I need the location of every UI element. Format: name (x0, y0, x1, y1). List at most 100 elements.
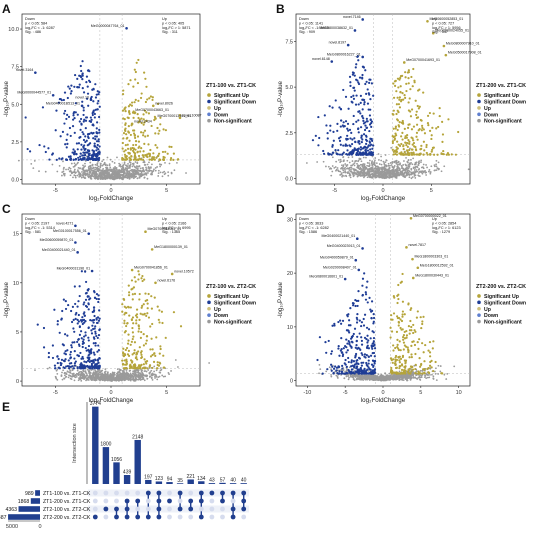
point-nonsig (327, 165, 330, 168)
point-sig-down (92, 309, 96, 312)
point-sig-up (137, 121, 140, 124)
point-sig-down (81, 74, 84, 77)
point-sig-down (72, 118, 75, 121)
point-sig-down (78, 333, 81, 336)
point-sig-up (450, 153, 453, 156)
point-sig-down (90, 364, 94, 367)
point-nonsig (55, 369, 58, 372)
point-nonsig (108, 163, 111, 166)
point-sig-down (351, 71, 355, 74)
point-sig-up (131, 293, 134, 296)
point-sig-down (63, 333, 67, 336)
point-nonsig (74, 176, 77, 179)
point-sig-up (454, 153, 458, 156)
point-nonsig (436, 167, 439, 170)
point-nonsig (318, 372, 320, 375)
point-sig-up (142, 333, 145, 336)
gene-label: MeG0500017908_01 (448, 51, 482, 55)
legend-swatch (477, 112, 481, 117)
point-sig-up (143, 109, 146, 112)
point-sig-down (73, 341, 76, 344)
point-nonsig (415, 161, 418, 164)
point-sig-down (358, 76, 362, 79)
point-nonsig (343, 175, 345, 177)
legend-swatch (207, 106, 211, 110)
point-sig-up (147, 316, 151, 319)
point-nonsig (417, 161, 420, 164)
point-nonsig (382, 160, 385, 163)
up-stat: p < 0.05: 405 (162, 21, 184, 25)
point-nonsig (351, 160, 354, 162)
point-sig-down (74, 111, 77, 114)
point-nonsig (167, 174, 170, 177)
point-sig-up (154, 354, 157, 357)
point-nonsig (129, 374, 132, 377)
point-sig-up (146, 98, 149, 101)
point-sig-down (51, 344, 54, 347)
point-sig-up (133, 292, 137, 295)
plot-frame (295, 213, 471, 387)
point-nonsig (377, 153, 380, 155)
point-sig-up (393, 137, 397, 140)
point-nonsig (340, 167, 342, 170)
point-nonsig (383, 162, 386, 165)
point-nonsig (435, 159, 438, 162)
point-sig-up (146, 153, 149, 156)
point-nonsig (365, 167, 368, 170)
point-sig-down (93, 365, 96, 368)
legend-item: Significant Up (484, 93, 519, 99)
point-nonsig (122, 175, 125, 178)
gene-point (130, 268, 134, 272)
up-stat: log₂FC > 1: 5871 (162, 26, 191, 30)
point-sig-up (134, 139, 138, 143)
point-sig-up (423, 149, 426, 152)
point-nonsig (139, 372, 142, 375)
point-sig-up (129, 79, 132, 82)
point-sig-down (323, 114, 326, 117)
point-sig-down (67, 155, 71, 158)
point-sig-down (93, 353, 96, 356)
point-sig-down (86, 97, 89, 100)
gene-point (150, 248, 154, 251)
point-sig-up (396, 118, 399, 121)
point-nonsig (374, 159, 376, 162)
point-sig-up (416, 89, 420, 92)
point-sig-up (416, 116, 420, 119)
point-sig-up (172, 152, 175, 155)
point-sig-down (94, 332, 97, 335)
point-nonsig (467, 168, 470, 171)
point-nonsig (156, 166, 159, 168)
point-sig-down (80, 320, 83, 323)
point-nonsig (359, 172, 361, 175)
point-nonsig (404, 176, 406, 179)
point-nonsig (139, 167, 142, 170)
point-sig-down (357, 147, 360, 150)
point-nonsig (162, 171, 164, 174)
point-nonsig (104, 368, 107, 371)
point-sig-down (355, 94, 358, 97)
point-nonsig (136, 161, 139, 164)
point-nonsig (95, 172, 98, 175)
point-nonsig (106, 372, 109, 375)
point-sig-down (353, 89, 356, 92)
point-nonsig (390, 164, 393, 166)
point-sig-down (370, 138, 373, 141)
point-nonsig (134, 161, 137, 163)
point-sig-down (73, 116, 76, 120)
point-sig-up (437, 125, 440, 129)
y-tick-label: 2.5 (285, 131, 293, 137)
point-nonsig (133, 371, 136, 373)
point-sig-up (422, 153, 425, 156)
point-nonsig (343, 159, 345, 162)
point-sig-up (128, 152, 131, 155)
point-nonsig (17, 159, 20, 162)
gene-point (431, 31, 435, 35)
point-nonsig (170, 172, 173, 175)
legend-swatch (477, 106, 481, 110)
point-sig-down (73, 350, 76, 353)
point-nonsig (149, 167, 152, 169)
point-sig-down (86, 288, 89, 292)
point-nonsig (75, 163, 77, 166)
point-nonsig (88, 175, 90, 178)
point-sig-down (94, 96, 98, 99)
